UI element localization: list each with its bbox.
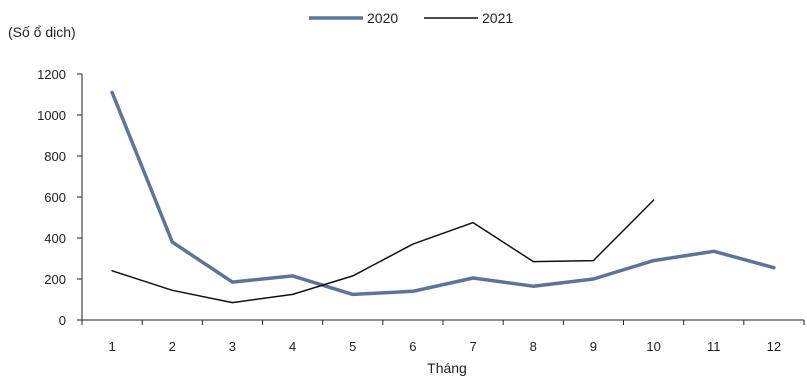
y-tick-label: 800 [44, 149, 66, 164]
x-axis-title: Tháng [427, 360, 467, 376]
x-tick-label: 8 [530, 339, 537, 354]
series-line-2020 [110, 90, 776, 297]
x-tick-label: 7 [469, 339, 476, 354]
y-axis-title: (Số ổ dịch) [8, 24, 76, 40]
legend-label-2021: 2021 [482, 10, 513, 26]
y-tick-label: 1000 [37, 108, 66, 123]
x-tick-label: 4 [289, 339, 296, 354]
y-tick-label: 1200 [37, 67, 66, 82]
y-tick-label: 600 [44, 190, 66, 205]
legend: 2020 2021 [309, 10, 513, 26]
x-tick-label: 6 [409, 339, 416, 354]
x-tick-label: 10 [646, 339, 660, 354]
x-axis-ticks: 1 2 3 4 5 6 7 8 9 10 11 12 [81, 320, 805, 354]
x-tick-label: 5 [349, 339, 356, 354]
x-tick-label: 1 [108, 339, 115, 354]
series-line-2021 [111, 199, 655, 304]
series-layer [110, 90, 776, 304]
y-tick-label: 400 [44, 231, 66, 246]
legend-label-2020: 2020 [367, 10, 398, 26]
y-tick-label: 200 [44, 272, 66, 287]
y-tick-label: 0 [59, 313, 66, 328]
y-axis-ticks: 0 200 400 600 800 1000 1200 [37, 67, 82, 328]
x-tick-label: 3 [229, 339, 236, 354]
x-tick-label: 9 [590, 339, 597, 354]
x-tick-label: 2 [169, 339, 176, 354]
x-tick-label: 12 [767, 339, 781, 354]
x-tick-label: 11 [707, 339, 721, 354]
